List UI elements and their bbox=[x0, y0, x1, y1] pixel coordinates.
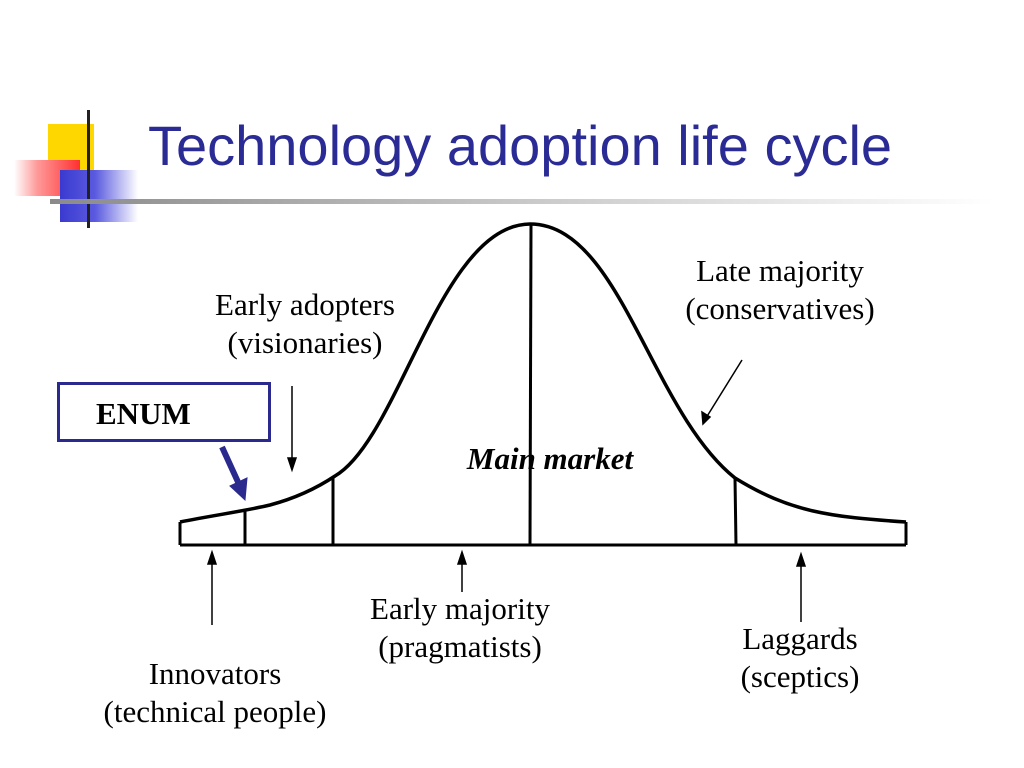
arrow-laggards bbox=[795, 551, 807, 622]
title-underline bbox=[50, 199, 994, 204]
arrow-early-majority bbox=[456, 549, 468, 592]
segment-description: (pragmatists) bbox=[378, 629, 542, 664]
enum-callout-box bbox=[57, 382, 271, 442]
deco-vertical-line bbox=[87, 110, 90, 228]
divider-late-majority bbox=[733, 477, 738, 546]
segment-description: (technical people) bbox=[103, 694, 327, 729]
arrow-enum-callout bbox=[219, 445, 248, 502]
segment-name: Innovators bbox=[148, 656, 282, 691]
main-market-label: Main market bbox=[466, 441, 634, 476]
bell-curve bbox=[179, 222, 907, 524]
label-late-majority: Late majority (conservatives) bbox=[650, 252, 910, 328]
label-early-majority: Early majority (pragmatists) bbox=[330, 590, 590, 666]
segment-description: (sceptics) bbox=[740, 659, 860, 694]
segment-description: (conservatives) bbox=[685, 291, 875, 326]
segment-name: Laggards bbox=[742, 621, 858, 656]
label-laggards: Laggards (sceptics) bbox=[700, 620, 900, 696]
segment-name: Early adopters bbox=[215, 287, 395, 322]
segment-name: Early majority bbox=[370, 591, 550, 626]
label-early-adopters: Early adopters (visionaries) bbox=[180, 286, 430, 362]
arrow-innovators bbox=[206, 549, 218, 625]
deco-blue-square bbox=[60, 170, 138, 222]
segment-description: (visionaries) bbox=[227, 325, 383, 360]
arrow-late-majority bbox=[701, 359, 743, 426]
segment-name: Late majority bbox=[696, 253, 864, 288]
enum-callout-label: ENUM bbox=[96, 396, 191, 431]
label-innovators: Innovators (technical people) bbox=[60, 655, 370, 731]
divider-center bbox=[528, 223, 533, 546]
slide-title: Technology adoption life cycle bbox=[148, 114, 893, 177]
arrow-early-adopters bbox=[286, 386, 298, 473]
